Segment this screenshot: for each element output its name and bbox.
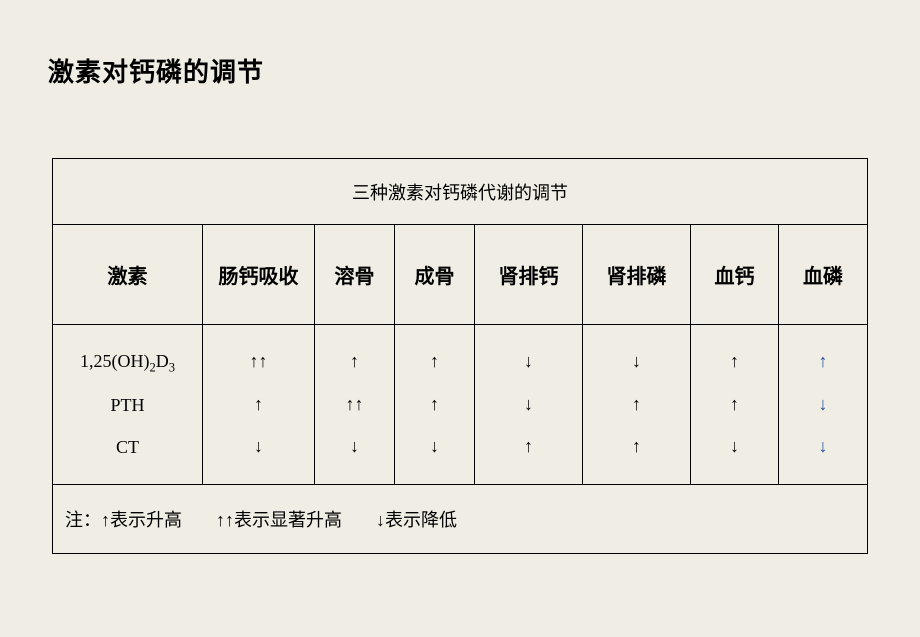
note-item: ↑表示升高: [101, 506, 182, 532]
page: 激素对钙磷的调节 三种激素对钙磷代谢的调节 激素 肠钙吸收 溶骨 成骨 肾排钙 …: [0, 0, 920, 637]
up-arrow-icon: ↑: [350, 351, 359, 373]
hormone-name: PTH: [110, 395, 144, 417]
table-caption-row: 三种激素对钙磷代谢的调节: [53, 159, 867, 225]
up-arrow-icon: ↑: [819, 351, 828, 373]
col-header: 激素: [53, 225, 203, 324]
up-arrow-icon: ↑: [524, 436, 533, 458]
note-prefix: 注：: [65, 506, 101, 532]
up-arrow-icon: ↑: [632, 394, 641, 416]
down-arrow-icon: ↓: [524, 394, 533, 416]
up-arrow-icon: ↑: [730, 394, 739, 416]
up-arrow-icon: ↑↑: [250, 351, 268, 373]
up-arrow-icon: ↑: [430, 394, 439, 416]
data-cell: ↑↑↑↓: [203, 325, 315, 484]
col-header: 血钙: [691, 225, 779, 324]
hormone-name: CT: [116, 437, 139, 459]
down-arrow-icon: ↓: [819, 436, 828, 458]
up-arrow-icon: ↑: [254, 394, 263, 416]
col-header: 血磷: [779, 225, 867, 324]
hormone-name: 1,25(OH)2D3: [80, 351, 175, 376]
note-item: ↑↑表示显著升高: [216, 506, 342, 532]
down-arrow-icon: ↓: [730, 436, 739, 458]
data-cell: ↑↑↑↓: [315, 325, 395, 484]
down-arrow-icon: ↓: [632, 351, 641, 373]
col-header: 成骨: [395, 225, 475, 324]
down-arrow-icon: ↓: [430, 436, 439, 458]
down-arrow-icon: ↓: [524, 351, 533, 373]
data-cell: ↑ ↑ ↓: [395, 325, 475, 484]
data-cell: ↓ ↓ ↑: [475, 325, 583, 484]
data-cell: ↑ ↓ ↓: [779, 325, 867, 484]
page-title: 激素对钙磷的调节: [48, 52, 264, 89]
down-arrow-icon: ↓: [819, 394, 828, 416]
up-arrow-icon: ↑: [632, 436, 641, 458]
table-note: 注：↑表示升高 ↑↑表示显著升高 ↓表示降低: [53, 485, 867, 553]
data-cell: ↑ ↑ ↓: [691, 325, 779, 484]
down-arrow-icon: ↓: [254, 436, 263, 458]
hormone-table: 三种激素对钙磷代谢的调节 激素 肠钙吸收 溶骨 成骨 肾排钙 肾排磷 血钙 血磷…: [52, 158, 868, 554]
note-item: ↓表示降低: [376, 506, 457, 532]
up-arrow-icon: ↑↑: [346, 394, 364, 416]
up-arrow-icon: ↑: [730, 351, 739, 373]
col-header: 溶骨: [315, 225, 395, 324]
table-header-row: 激素 肠钙吸收 溶骨 成骨 肾排钙 肾排磷 血钙 血磷: [53, 225, 867, 325]
data-cell: ↓ ↑ ↑: [583, 325, 691, 484]
col-header: 肠钙吸收: [203, 225, 315, 324]
hormone-names-cell: 1,25(OH)2D3 PTH CT: [53, 325, 203, 484]
col-header: 肾排钙: [475, 225, 583, 324]
up-arrow-icon: ↑: [430, 351, 439, 373]
down-arrow-icon: ↓: [350, 436, 359, 458]
table-caption: 三种激素对钙磷代谢的调节: [53, 159, 867, 224]
table-data-row: 1,25(OH)2D3 PTH CT ↑↑↑↓ ↑↑↑↓ ↑↑↓ ↓↓↑ ↓↑↑…: [53, 325, 867, 485]
table-note-row: 注：↑表示升高 ↑↑表示显著升高 ↓表示降低: [53, 485, 867, 553]
col-header: 肾排磷: [583, 225, 691, 324]
